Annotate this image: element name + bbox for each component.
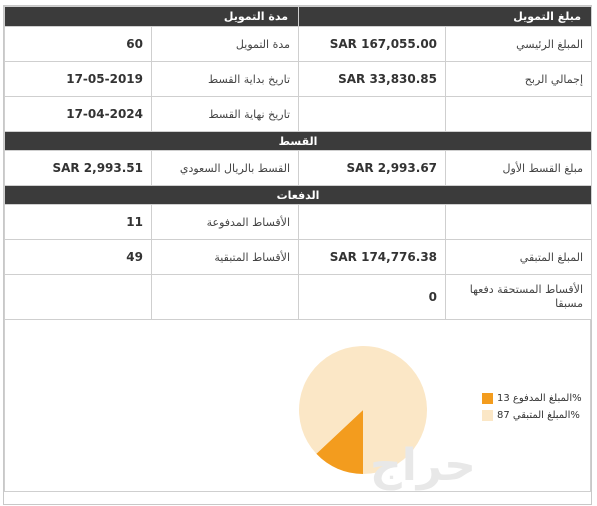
empty-cell (150, 274, 300, 320)
empty-cell (4, 274, 152, 320)
chart-legend: المبلغ المدفوع 13% المبلغ المتبقي 87% (482, 390, 582, 424)
remaining-installments-value: 49 (4, 239, 152, 275)
installment-sar-value: SAR 2,993.51 (4, 150, 152, 186)
prepaid-installments-value: 0 (298, 274, 447, 320)
period-label: مدة التمويل (150, 26, 300, 62)
end-date-label: تاريخ نهاية القسط (150, 96, 300, 132)
remaining-installments-label: الأقساط المتبقية (150, 239, 300, 275)
remaining-amount-label: المبلغ المتبقي (445, 239, 593, 275)
empty-cell (445, 204, 593, 240)
payment-chart-area: المبلغ المدفوع 13% المبلغ المتبقي 87% حر… (4, 320, 591, 492)
first-installment-label: مبلغ القسط الأول (445, 150, 593, 186)
prepaid-installments-label: الأقساط المستحقة دفعها مسبقا (445, 274, 593, 320)
installment-sar-label: القسط بالريال السعودي (150, 150, 300, 186)
legend-swatch-remaining (482, 410, 493, 421)
pie-chart (299, 346, 428, 474)
pie-slice-remaining (299, 346, 428, 474)
legend-label-remaining: المبلغ المتبقي 87% (497, 410, 580, 421)
paid-installments-value: 11 (4, 204, 152, 240)
profit-value: SAR 33,830.85 (298, 61, 447, 97)
period-value: 60 (4, 26, 152, 62)
installment-section-title: القسط (3, 131, 593, 151)
pie-slices (299, 346, 428, 474)
loan-table: مدة التمويل مبلغ التمويل 60 مدة التمويل … (3, 6, 593, 320)
haraj-watermark-logo: حراج (370, 440, 476, 491)
legend-item-remaining: المبلغ المتبقي 87% (482, 407, 582, 424)
payments-section-title: الدفعات (3, 185, 593, 205)
pie-slice-paid (316, 410, 363, 474)
start-date-value: 17-05-2019 (4, 61, 152, 97)
profit-label: إجمالي الربح (445, 61, 593, 97)
legend-swatch-paid (482, 393, 493, 404)
empty-cell (298, 204, 447, 240)
principal-value: SAR 167,055.00 (298, 26, 447, 62)
start-date-label: تاريخ بداية القسط (150, 61, 300, 97)
legend-item-paid: المبلغ المدفوع 13% (482, 390, 582, 407)
legend-label-paid: المبلغ المدفوع 13% (497, 393, 582, 404)
loan-summary-panel: مدة التمويل مبلغ التمويل 60 مدة التمويل … (3, 5, 593, 505)
financing-amount-header: مبلغ التمويل (298, 6, 593, 27)
first-installment-value: SAR 2,993.67 (298, 150, 447, 186)
paid-installments-label: الأقساط المدفوعة (150, 204, 300, 240)
remaining-amount-value: SAR 174,776.38 (298, 239, 447, 275)
empty-cell (298, 96, 447, 132)
end-date-value: 17-04-2024 (4, 96, 152, 132)
empty-cell (445, 96, 593, 132)
financing-period-header: مدة التمويل (3, 6, 300, 27)
principal-label: المبلغ الرئيسي (445, 26, 593, 62)
